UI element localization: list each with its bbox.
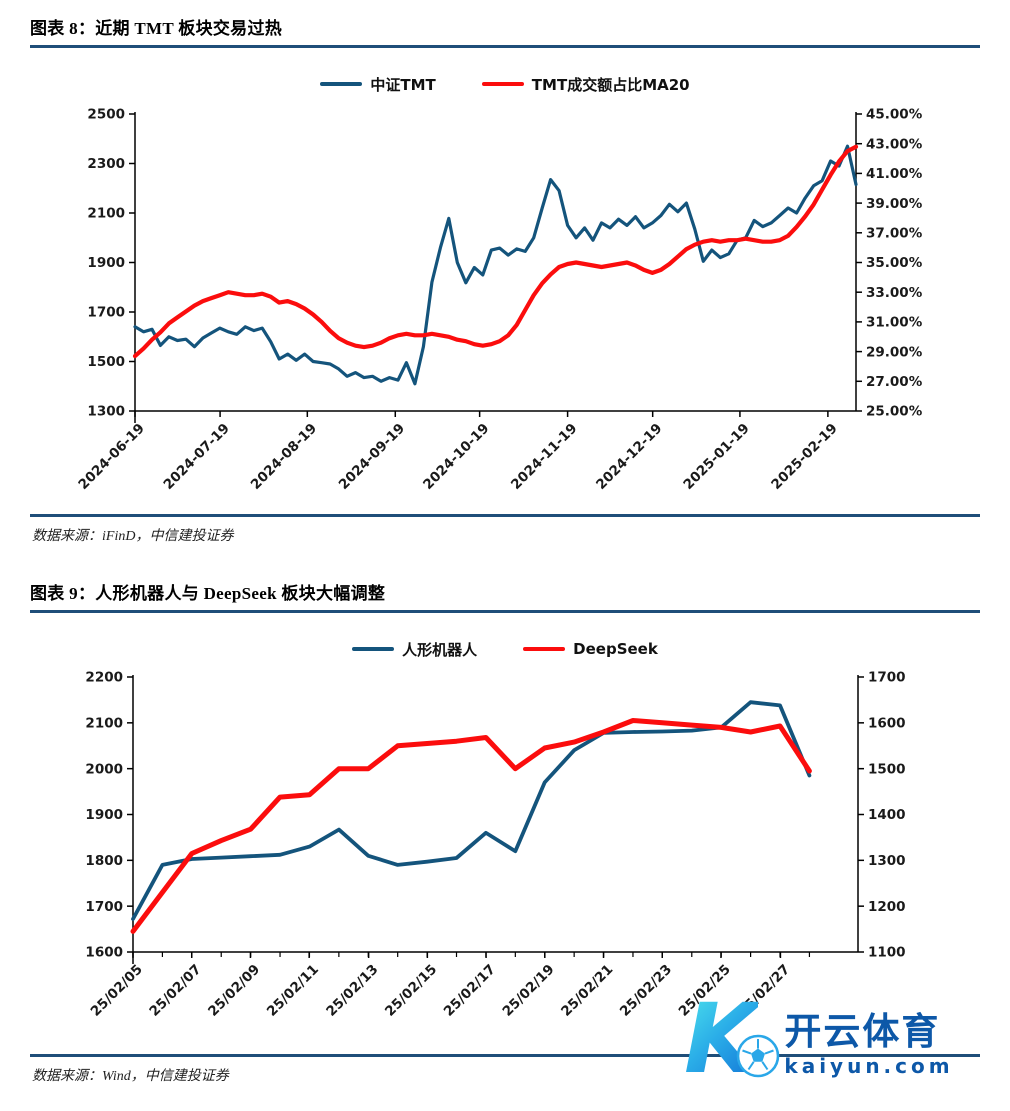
svg-text:1500: 1500 [87,354,125,370]
svg-text:25/02/21: 25/02/21 [558,962,616,1020]
figure-8: 图表 8：近期 TMT 板块交易过热 中证TMT TMT成交额占比MA20 250… [30,14,980,545]
svg-text:2024-12-19: 2024-12-19 [593,421,665,493]
figure-9-source: 数据来源：Wind，中信建投证券 [32,1069,229,1084]
svg-text:2024-10-19: 2024-10-19 [420,421,492,493]
svg-text:45.00%: 45.00% [866,107,923,123]
svg-text:1700: 1700 [868,670,906,686]
legend-item: TMT成交额占比MA20 [481,74,690,95]
svg-text:25.00%: 25.00% [866,404,923,420]
svg-text:2500: 2500 [87,107,125,123]
figure-9: 图表 9：人形机器人与 DeepSeek 板块大幅调整 人形机器人 DeepSee… [30,579,980,1085]
svg-text:25/02/19: 25/02/19 [499,962,557,1020]
svg-text:25/02/27: 25/02/27 [735,962,793,1020]
legend-line-swatch [523,647,566,651]
legend-label: TMT成交额占比MA20 [531,75,690,94]
svg-text:1600: 1600 [85,945,123,961]
svg-text:2024-08-19: 2024-08-19 [248,421,320,493]
figure-8-title: 图表 8：近期 TMT 板块交易过热 [30,19,283,38]
svg-text:2000: 2000 [85,761,123,777]
legend-item: 中证TMT [320,74,436,95]
title-rule [30,610,980,613]
svg-text:2024-07-19: 2024-07-19 [161,421,233,493]
series-line-中证TMT [133,144,858,386]
svg-text:1600: 1600 [868,716,906,732]
svg-text:43.00%: 43.00% [866,136,923,152]
svg-text:31.00%: 31.00% [866,315,923,331]
svg-text:1800: 1800 [85,853,123,869]
svg-text:25/02/25: 25/02/25 [676,962,734,1020]
svg-text:1100: 1100 [868,945,906,961]
series-line-人形机器人 [131,700,812,921]
svg-text:2024-09-19: 2024-09-19 [336,421,408,493]
legend-item: DeepSeek [523,640,658,658]
svg-text:1300: 1300 [868,853,906,869]
series-line-DeepSeek [130,718,812,934]
svg-text:2200: 2200 [85,670,123,686]
figure-8-source: 数据来源：iFinD，中信建投证券 [32,529,234,544]
svg-text:37.00%: 37.00% [866,226,923,242]
svg-text:25/02/15: 25/02/15 [382,962,440,1020]
figure-9-title: 图表 9：人形机器人与 DeepSeek 板块大幅调整 [30,584,386,603]
svg-text:2024-11-19: 2024-11-19 [508,421,580,493]
figure-8-legend: 中证TMT TMT成交额占比MA20 [30,74,980,94]
title-rule [30,45,980,48]
svg-text:1400: 1400 [868,807,906,823]
legend-label: 中证TMT [370,75,436,94]
legend-item: 人形机器人 [352,639,477,660]
svg-text:25/02/09: 25/02/09 [205,962,263,1020]
svg-text:2025-02-19: 2025-02-19 [768,421,840,493]
figure-9-legend: 人形机器人 DeepSeek [30,639,980,659]
legend-line-swatch [481,82,524,86]
source-rule [30,1054,980,1057]
svg-text:29.00%: 29.00% [866,344,923,360]
svg-text:25/02/05: 25/02/05 [88,962,146,1020]
svg-text:25/02/17: 25/02/17 [441,962,499,1020]
legend-line-swatch [320,82,363,86]
svg-text:27.00%: 27.00% [866,374,923,390]
svg-text:2025-01-19: 2025-01-19 [680,421,752,493]
svg-text:2100: 2100 [85,716,123,732]
svg-text:25/02/11: 25/02/11 [264,962,322,1020]
robot-deepseek-chart: 2200 2100 2000 1900 1800 1700 1600 1700 1600 1500… [85,670,906,1020]
svg-text:2300: 2300 [87,156,125,172]
svg-text:1700: 1700 [85,899,123,915]
legend-line-swatch [352,647,395,651]
legend-label: DeepSeek [573,640,658,658]
report-page: 图表 8：近期 TMT 板块交易过热 中证TMT TMT成交额占比MA20 250… [0,14,1010,1087]
svg-text:33.00%: 33.00% [866,285,923,301]
source-rule [30,514,980,517]
series-line-TMT成交额占比MA20 [132,144,859,359]
svg-text:1200: 1200 [868,899,906,915]
svg-text:25/02/13: 25/02/13 [323,962,381,1020]
legend-label: 人形机器人 [402,640,478,659]
svg-text:41.00%: 41.00% [866,166,923,182]
svg-text:1900: 1900 [85,807,123,823]
svg-text:35.00%: 35.00% [866,255,923,271]
tmt-turnover-chart: 2500 2300 2100 1900 1700 1500 1300 45.00% 43.00%… [75,107,923,493]
svg-text:1900: 1900 [87,255,125,271]
svg-text:39.00%: 39.00% [866,196,923,212]
svg-text:25/02/07: 25/02/07 [146,962,204,1020]
svg-text:2100: 2100 [87,206,125,222]
svg-text:1300: 1300 [87,404,125,420]
svg-text:1500: 1500 [868,761,906,777]
svg-text:1700: 1700 [87,305,125,321]
svg-text:2024-06-19: 2024-06-19 [75,421,147,493]
svg-text:25/02/23: 25/02/23 [617,962,675,1020]
